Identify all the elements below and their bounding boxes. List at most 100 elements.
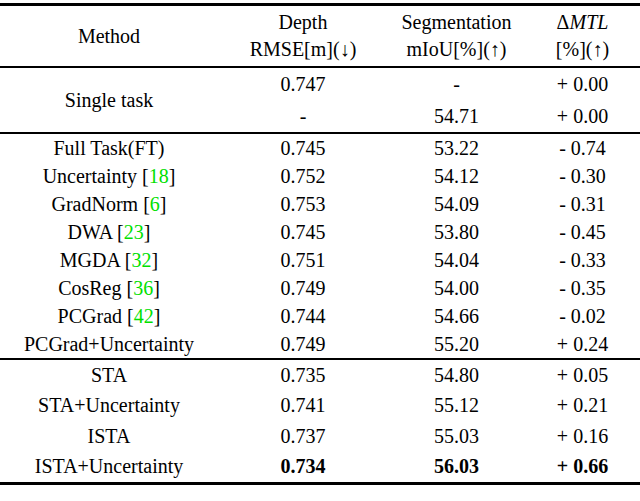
- bracket-open: [: [138, 193, 150, 215]
- mtl-cell: + 0.00: [525, 67, 640, 100]
- depth-cell: 0.735: [218, 359, 388, 391]
- col-header-segmentation: Segmentation mIoU[%](↑): [388, 5, 525, 68]
- method-label: CosReg: [58, 277, 121, 299]
- bracket-close: ]: [144, 221, 151, 243]
- delta-symbol: Δ: [557, 11, 570, 33]
- table-row: CosReg [36] 0.749 54.00 - 0.35: [0, 274, 640, 302]
- method-label: MGDA: [60, 249, 120, 271]
- method-cell: ISTA: [0, 421, 218, 452]
- table-row: GradNorm [6] 0.753 54.09 - 0.31: [0, 190, 640, 218]
- segmentation-header-line2: mIoU[%](↑): [388, 36, 525, 63]
- bracket-open: [: [137, 165, 149, 187]
- method-cell: Single task: [0, 67, 218, 133]
- bracket-open: [: [112, 221, 124, 243]
- mtl-cell: + 0.24: [525, 330, 640, 359]
- method-cell: CosReg [36]: [0, 274, 218, 302]
- bracket-close: ]: [160, 193, 167, 215]
- depth-cell: 0.744: [218, 302, 388, 330]
- delta-mtl-header-line2: [%](↑): [525, 36, 640, 63]
- mtl-cell: - 0.35: [525, 274, 640, 302]
- mtl-cell: + 0.66: [525, 452, 640, 484]
- method-cell: MGDA [32]: [0, 246, 218, 274]
- header-row: Method Depth RMSE[m](↓) Segmentation mIo…: [0, 5, 640, 68]
- mtl-cell: - 0.74: [525, 133, 640, 162]
- mtl-cell: + 0.16: [525, 421, 640, 452]
- seg-cell: 54.04: [388, 246, 525, 274]
- seg-cell: 56.03: [388, 452, 525, 484]
- col-header-method: Method: [0, 5, 218, 68]
- table-row: PCGrad+Uncertainty 0.749 55.20 + 0.24: [0, 330, 640, 359]
- seg-cell: 53.80: [388, 218, 525, 246]
- depth-cell: 0.747: [218, 67, 388, 100]
- depth-cell: 0.737: [218, 421, 388, 452]
- mtl-cell: + 0.21: [525, 391, 640, 422]
- table-row-best-result: ISTA+Uncertainty 0.734 56.03 + 0.66: [0, 452, 640, 484]
- seg-cell: 53.22: [388, 133, 525, 162]
- method-cell: Uncertainty [18]: [0, 162, 218, 190]
- depth-cell: 0.749: [218, 330, 388, 359]
- seg-cell: -: [388, 67, 525, 100]
- baselines-section: Full Task(FT) 0.745 53.22 - 0.74 Uncerta…: [0, 133, 640, 359]
- bracket-open: [: [122, 305, 134, 327]
- method-cell: ISTA+Uncertainty: [0, 452, 218, 484]
- depth-header-line1: Depth: [218, 9, 388, 36]
- depth-cell: 0.753: [218, 190, 388, 218]
- table-header: Method Depth RMSE[m](↓) Segmentation mIo…: [0, 5, 640, 68]
- mtl-cell: - 0.33: [525, 246, 640, 274]
- mtl-cell: - 0.02: [525, 302, 640, 330]
- depth-cell: 0.749: [218, 274, 388, 302]
- mtl-cell: + 0.05: [525, 359, 640, 391]
- method-cell: PCGrad+Uncertainty: [0, 330, 218, 359]
- table-row: PCGrad [42] 0.744 54.66 - 0.02: [0, 302, 640, 330]
- depth-cell: 0.734: [218, 452, 388, 484]
- method-cell: PCGrad [42]: [0, 302, 218, 330]
- seg-cell: 54.66: [388, 302, 525, 330]
- depth-cell: 0.752: [218, 162, 388, 190]
- seg-cell: 54.71: [388, 100, 525, 133]
- proposed-methods-section: STA 0.735 54.80 + 0.05 STA+Uncertainty 0…: [0, 359, 640, 484]
- mtl-results-table: Method Depth RMSE[m](↓) Segmentation mIo…: [0, 3, 640, 485]
- citation-link[interactable]: 6: [150, 193, 160, 215]
- method-cell: STA: [0, 359, 218, 391]
- citation-link[interactable]: 23: [124, 221, 144, 243]
- method-cell: STA+Uncertainty: [0, 391, 218, 422]
- method-cell: GradNorm [6]: [0, 190, 218, 218]
- method-label: PCGrad: [58, 305, 122, 327]
- citation-link[interactable]: 42: [134, 305, 154, 327]
- single-task-section: Single task 0.747 - + 0.00 - 54.71 + 0.0…: [0, 67, 640, 133]
- delta-mtl-header-line1: ΔMTL: [525, 9, 640, 36]
- method-cell: Full Task(FT): [0, 133, 218, 162]
- citation-link[interactable]: 18: [149, 165, 169, 187]
- table-row: STA 0.735 54.80 + 0.05: [0, 359, 640, 391]
- mtl-cell: - 0.30: [525, 162, 640, 190]
- table-row: STA+Uncertainty 0.741 55.12 + 0.21: [0, 391, 640, 422]
- table-row: Full Task(FT) 0.745 53.22 - 0.74: [0, 133, 640, 162]
- table-row: Single task 0.747 - + 0.00: [0, 67, 640, 100]
- table-row: DWA [23] 0.745 53.80 - 0.45: [0, 218, 640, 246]
- depth-cell: -: [218, 100, 388, 133]
- mtl-math-label: MTL: [569, 11, 608, 33]
- mtl-cell: - 0.31: [525, 190, 640, 218]
- seg-cell: 55.12: [388, 391, 525, 422]
- bracket-open: [: [120, 249, 132, 271]
- bracket-close: ]: [169, 165, 176, 187]
- seg-cell: 55.20: [388, 330, 525, 359]
- seg-cell: 54.00: [388, 274, 525, 302]
- col-header-delta-mtl: ΔMTL [%](↑): [525, 5, 640, 68]
- method-header-label: Method: [0, 23, 218, 50]
- seg-cell: 54.12: [388, 162, 525, 190]
- mtl-cell: + 0.00: [525, 100, 640, 133]
- depth-cell: 0.745: [218, 133, 388, 162]
- bracket-close: ]: [152, 249, 159, 271]
- bracket-close: ]: [153, 277, 160, 299]
- citation-link[interactable]: 32: [132, 249, 152, 271]
- table-row: ISTA 0.737 55.03 + 0.16: [0, 421, 640, 452]
- citation-link[interactable]: 36: [133, 277, 153, 299]
- seg-cell: 54.80: [388, 359, 525, 391]
- method-cell: DWA [23]: [0, 218, 218, 246]
- col-header-depth: Depth RMSE[m](↓): [218, 5, 388, 68]
- depth-header-line2: RMSE[m](↓): [218, 36, 388, 63]
- seg-cell: 55.03: [388, 421, 525, 452]
- method-label: DWA: [68, 221, 112, 243]
- mtl-cell: - 0.45: [525, 218, 640, 246]
